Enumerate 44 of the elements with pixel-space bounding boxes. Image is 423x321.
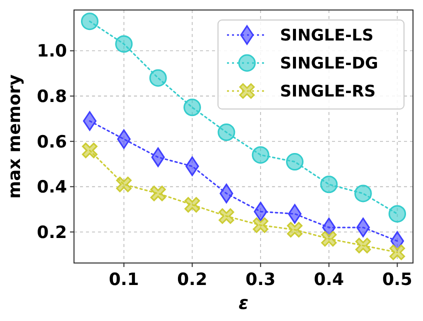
y-tick-label: 0.4 <box>36 178 68 198</box>
point <box>116 176 132 192</box>
x-tick-label: 0.4 <box>314 270 344 290</box>
point <box>288 204 302 224</box>
x-tick-label: 0.3 <box>246 270 276 290</box>
point <box>390 244 406 260</box>
point <box>151 147 165 167</box>
point <box>388 205 406 223</box>
point <box>82 111 96 131</box>
y-tick-label: 1.0 <box>36 42 68 62</box>
y-tick-label: 0.6 <box>36 132 67 152</box>
point <box>286 153 304 171</box>
point <box>355 238 371 254</box>
point <box>218 124 236 142</box>
legend-label: SINGLE-DG <box>280 54 378 73</box>
point <box>390 231 404 251</box>
point <box>80 12 98 30</box>
x-axis-title: ε <box>238 293 249 314</box>
legend-label: SINGLE-RS <box>280 82 376 101</box>
point <box>117 129 131 149</box>
legend-label: SINGLE-LS <box>280 26 374 45</box>
point <box>150 186 166 202</box>
x-tick-label: 0.2 <box>177 270 208 290</box>
point <box>356 218 370 238</box>
y-tick-label: 0.2 <box>36 222 67 243</box>
point <box>354 184 372 202</box>
point <box>184 197 200 213</box>
y-tick-label: 0.8 <box>36 87 67 108</box>
point <box>287 222 303 238</box>
point <box>252 146 270 164</box>
x-tick-label: 0.5 <box>382 270 412 290</box>
x-tick-label: 0.1 <box>108 270 139 290</box>
point <box>183 98 201 116</box>
point <box>254 202 268 222</box>
point <box>218 208 234 224</box>
y-axis-title: max memory <box>5 74 25 199</box>
point <box>149 69 167 87</box>
point <box>320 176 338 194</box>
point <box>220 184 234 204</box>
point <box>82 142 98 158</box>
point <box>252 217 268 233</box>
point <box>321 231 337 247</box>
point <box>115 35 133 53</box>
point <box>185 156 199 176</box>
